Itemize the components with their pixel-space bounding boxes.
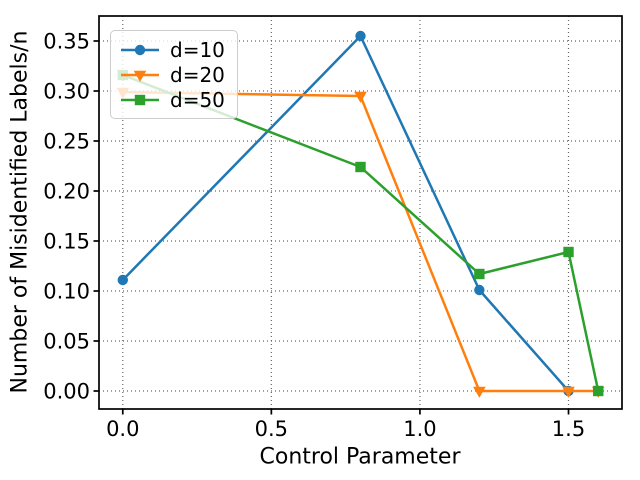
legend-circle-marker-icon [121,44,159,55]
legend-item-d50: d=50 [119,87,225,112]
legend-handle-marker [134,94,146,105]
x-tick-label: 0.5 [255,417,288,441]
y-tick-label: 0.30 [43,80,90,104]
data-point-circle [117,274,128,286]
y-tick-label: 0.05 [43,330,90,354]
data-point-square [355,161,366,173]
data-point-square [593,385,604,397]
gridlines [99,16,622,409]
y-axis-label: Number of Misidentified Labels/n [7,30,33,394]
legend-item-d20: d=20 [119,62,225,87]
series-line-d=20 [121,90,600,393]
data-point-square [563,246,574,258]
y-tick-label: 0.25 [43,130,90,154]
legend-handle-marker [133,70,147,82]
legend: d=10 d=20 d=50 [110,30,238,119]
y-tick-label: 0.10 [43,280,90,304]
legend-label-d50: d=50 [170,87,225,112]
data-point-triangle-down [354,91,367,103]
y-tick-label: 0.20 [43,180,90,204]
legend-item-d10: d=10 [119,37,225,62]
legend-handle-marker [134,44,146,55]
legend-label-d20: d=20 [170,62,225,87]
axes-ticks: 0.0 0.5 1.0 1.5 0.00 0.05 0.10 0.15 0.20 0.25 0.30… [43,30,585,442]
x-tick-label: 1.0 [403,417,436,441]
x-tick-label: 1.5 [552,417,585,441]
series-d=10 [117,30,574,397]
legend-square-marker-icon [121,94,159,105]
series-d=20 [116,87,605,398]
legend-label-d10: d=10 [170,37,225,62]
data-point-circle [474,284,485,296]
x-tick-label: 0.0 [106,417,139,441]
x-axis-label: Control Parameter [259,444,461,470]
plot-border [98,15,623,410]
data-point-triangle-down [562,386,575,398]
series-line-d=10 [121,34,570,393]
data-point-circle [355,30,366,42]
y-tick-label: 0.35 [43,30,90,54]
y-tick-label: 0.00 [43,380,90,404]
data-point-triangle-down [473,386,486,398]
y-tick-label: 0.15 [43,230,90,254]
data-point-square [474,268,485,280]
legend-triangle-down-marker-icon [121,70,159,82]
